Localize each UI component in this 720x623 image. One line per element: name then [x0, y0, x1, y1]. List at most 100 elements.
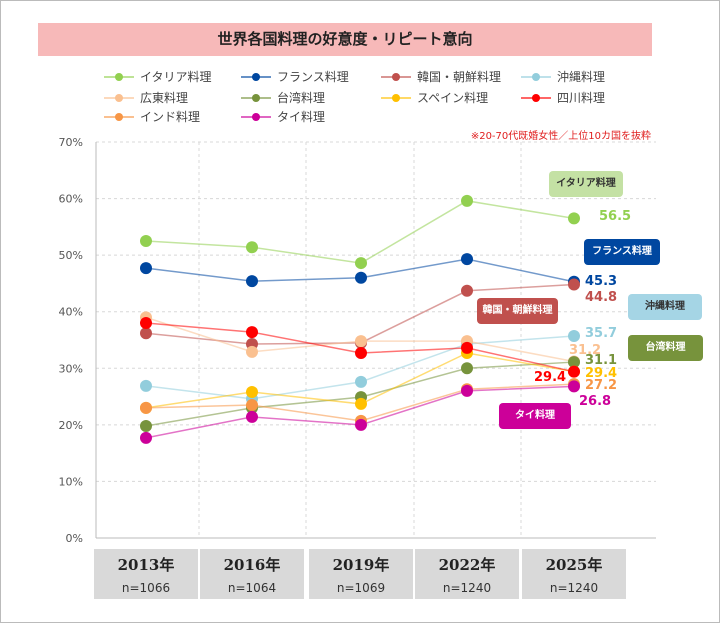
data-point [568, 356, 580, 369]
sample-size: n=1240 [549, 581, 599, 595]
legend-marker-icon [521, 93, 551, 103]
legend-marker-icon [104, 72, 134, 82]
y-tick-label: 0% [66, 532, 83, 545]
data-point [246, 326, 258, 339]
category-label: 2019年 n=1069 [309, 549, 413, 599]
data-point [461, 194, 473, 207]
legend-marker-icon [381, 93, 411, 103]
callout-label: 台湾料理 [628, 335, 703, 361]
callout-label: フランス料理 [584, 239, 660, 265]
year-label: 2016年 [223, 556, 281, 574]
series-line [145, 200, 575, 264]
legend-label: 台湾料理 [277, 91, 326, 105]
legend-label: 韓国・朝鮮料理 [417, 70, 502, 84]
chart-title: 世界各国料理の好意度・リピート意向 [38, 23, 652, 56]
data-point [568, 212, 580, 225]
legend-label: フランス料理 [277, 70, 349, 84]
callout-label: タイ料理 [499, 403, 571, 429]
data-point [246, 275, 258, 288]
y-tick-label: 50% [59, 249, 83, 262]
legend-item: 台湾料理 [241, 89, 325, 106]
legend-marker-icon [241, 93, 271, 103]
data-point [355, 335, 367, 348]
data-point [568, 278, 580, 291]
data-point [461, 362, 473, 375]
data-point [140, 235, 152, 247]
value-label: 56.5 [599, 209, 631, 224]
legend-label: タイ料理 [277, 110, 326, 124]
category-label: 2013年 n=1066 [94, 549, 198, 599]
data-point [355, 397, 367, 410]
data-point [246, 399, 258, 412]
category-label: 2025年 n=1240 [522, 549, 626, 599]
year-label: 2013年 [117, 556, 175, 574]
y-tick-label: 20% [59, 419, 83, 432]
legend-label: スペイン料理 [417, 91, 489, 105]
legend-marker-icon [521, 72, 551, 82]
data-point [461, 253, 473, 266]
value-label: 31.2 [569, 343, 601, 358]
data-point [355, 375, 367, 388]
legend-label: インド料理 [140, 110, 201, 124]
category-label: 2022年 n=1240 [415, 549, 519, 599]
y-tick-label: 30% [59, 362, 83, 375]
value-label: 31.1 [585, 353, 617, 368]
value-label: 27.2 [585, 378, 617, 393]
data-point [140, 401, 152, 414]
legend-marker-icon [104, 112, 134, 122]
data-point [461, 341, 473, 354]
legend-label: 沖縄料理 [557, 70, 606, 84]
callout-label: 沖縄料理 [628, 294, 702, 320]
data-point [140, 262, 152, 275]
sample-size: n=1066 [121, 581, 171, 595]
sample-size: n=1064 [227, 581, 277, 595]
legend-marker-icon [241, 72, 271, 82]
data-point [461, 284, 473, 297]
category-label: 2016年 n=1064 [200, 549, 304, 599]
legend-item: 沖縄料理 [521, 68, 605, 85]
data-point [140, 419, 152, 432]
legend-marker-icon [104, 93, 134, 103]
callout-label: 韓国・朝鮮料理 [477, 298, 558, 324]
legend-item: 広東料理 [104, 89, 188, 106]
data-point [355, 347, 367, 360]
data-point [140, 327, 152, 340]
year-label: 2022年 [438, 556, 496, 574]
value-label: 29.4 [534, 370, 566, 385]
data-point [461, 384, 473, 397]
value-label: 26.8 [579, 394, 611, 409]
y-tick-label: 40% [59, 306, 83, 319]
legend-item: タイ料理 [241, 108, 325, 125]
year-label: 2019年 [332, 556, 390, 574]
data-point [140, 379, 152, 392]
data-point [568, 365, 580, 378]
data-point [355, 271, 367, 284]
legend-item: 韓国・朝鮮料理 [381, 68, 501, 85]
legend-marker-icon [381, 72, 411, 82]
data-point [568, 380, 580, 393]
value-label: 44.8 [585, 290, 617, 305]
value-label: 45.3 [585, 274, 617, 289]
data-point [568, 330, 580, 343]
data-point [246, 386, 258, 399]
legend-item: スペイン料理 [381, 89, 488, 106]
callout-label: イタリア料理 [549, 171, 623, 197]
y-tick-label: 60% [59, 193, 83, 206]
year-label: 2025年 [545, 556, 603, 574]
value-label: 29.4 [585, 366, 617, 381]
legend-label: 四川料理 [557, 91, 606, 105]
data-point [246, 410, 258, 423]
legend-item: フランス料理 [241, 68, 349, 85]
sample-size: n=1069 [336, 581, 386, 595]
y-tick-label: 70% [59, 136, 83, 149]
legend-marker-icon [241, 112, 271, 122]
data-point [246, 241, 258, 254]
data-point [140, 317, 152, 330]
data-point [246, 345, 258, 358]
footnote: ※20-70代既婚女性／上位10カ国を抜粋 [470, 131, 651, 142]
y-tick-label: 10% [59, 475, 83, 488]
legend-item: 四川料理 [521, 89, 605, 106]
data-point [355, 418, 367, 431]
